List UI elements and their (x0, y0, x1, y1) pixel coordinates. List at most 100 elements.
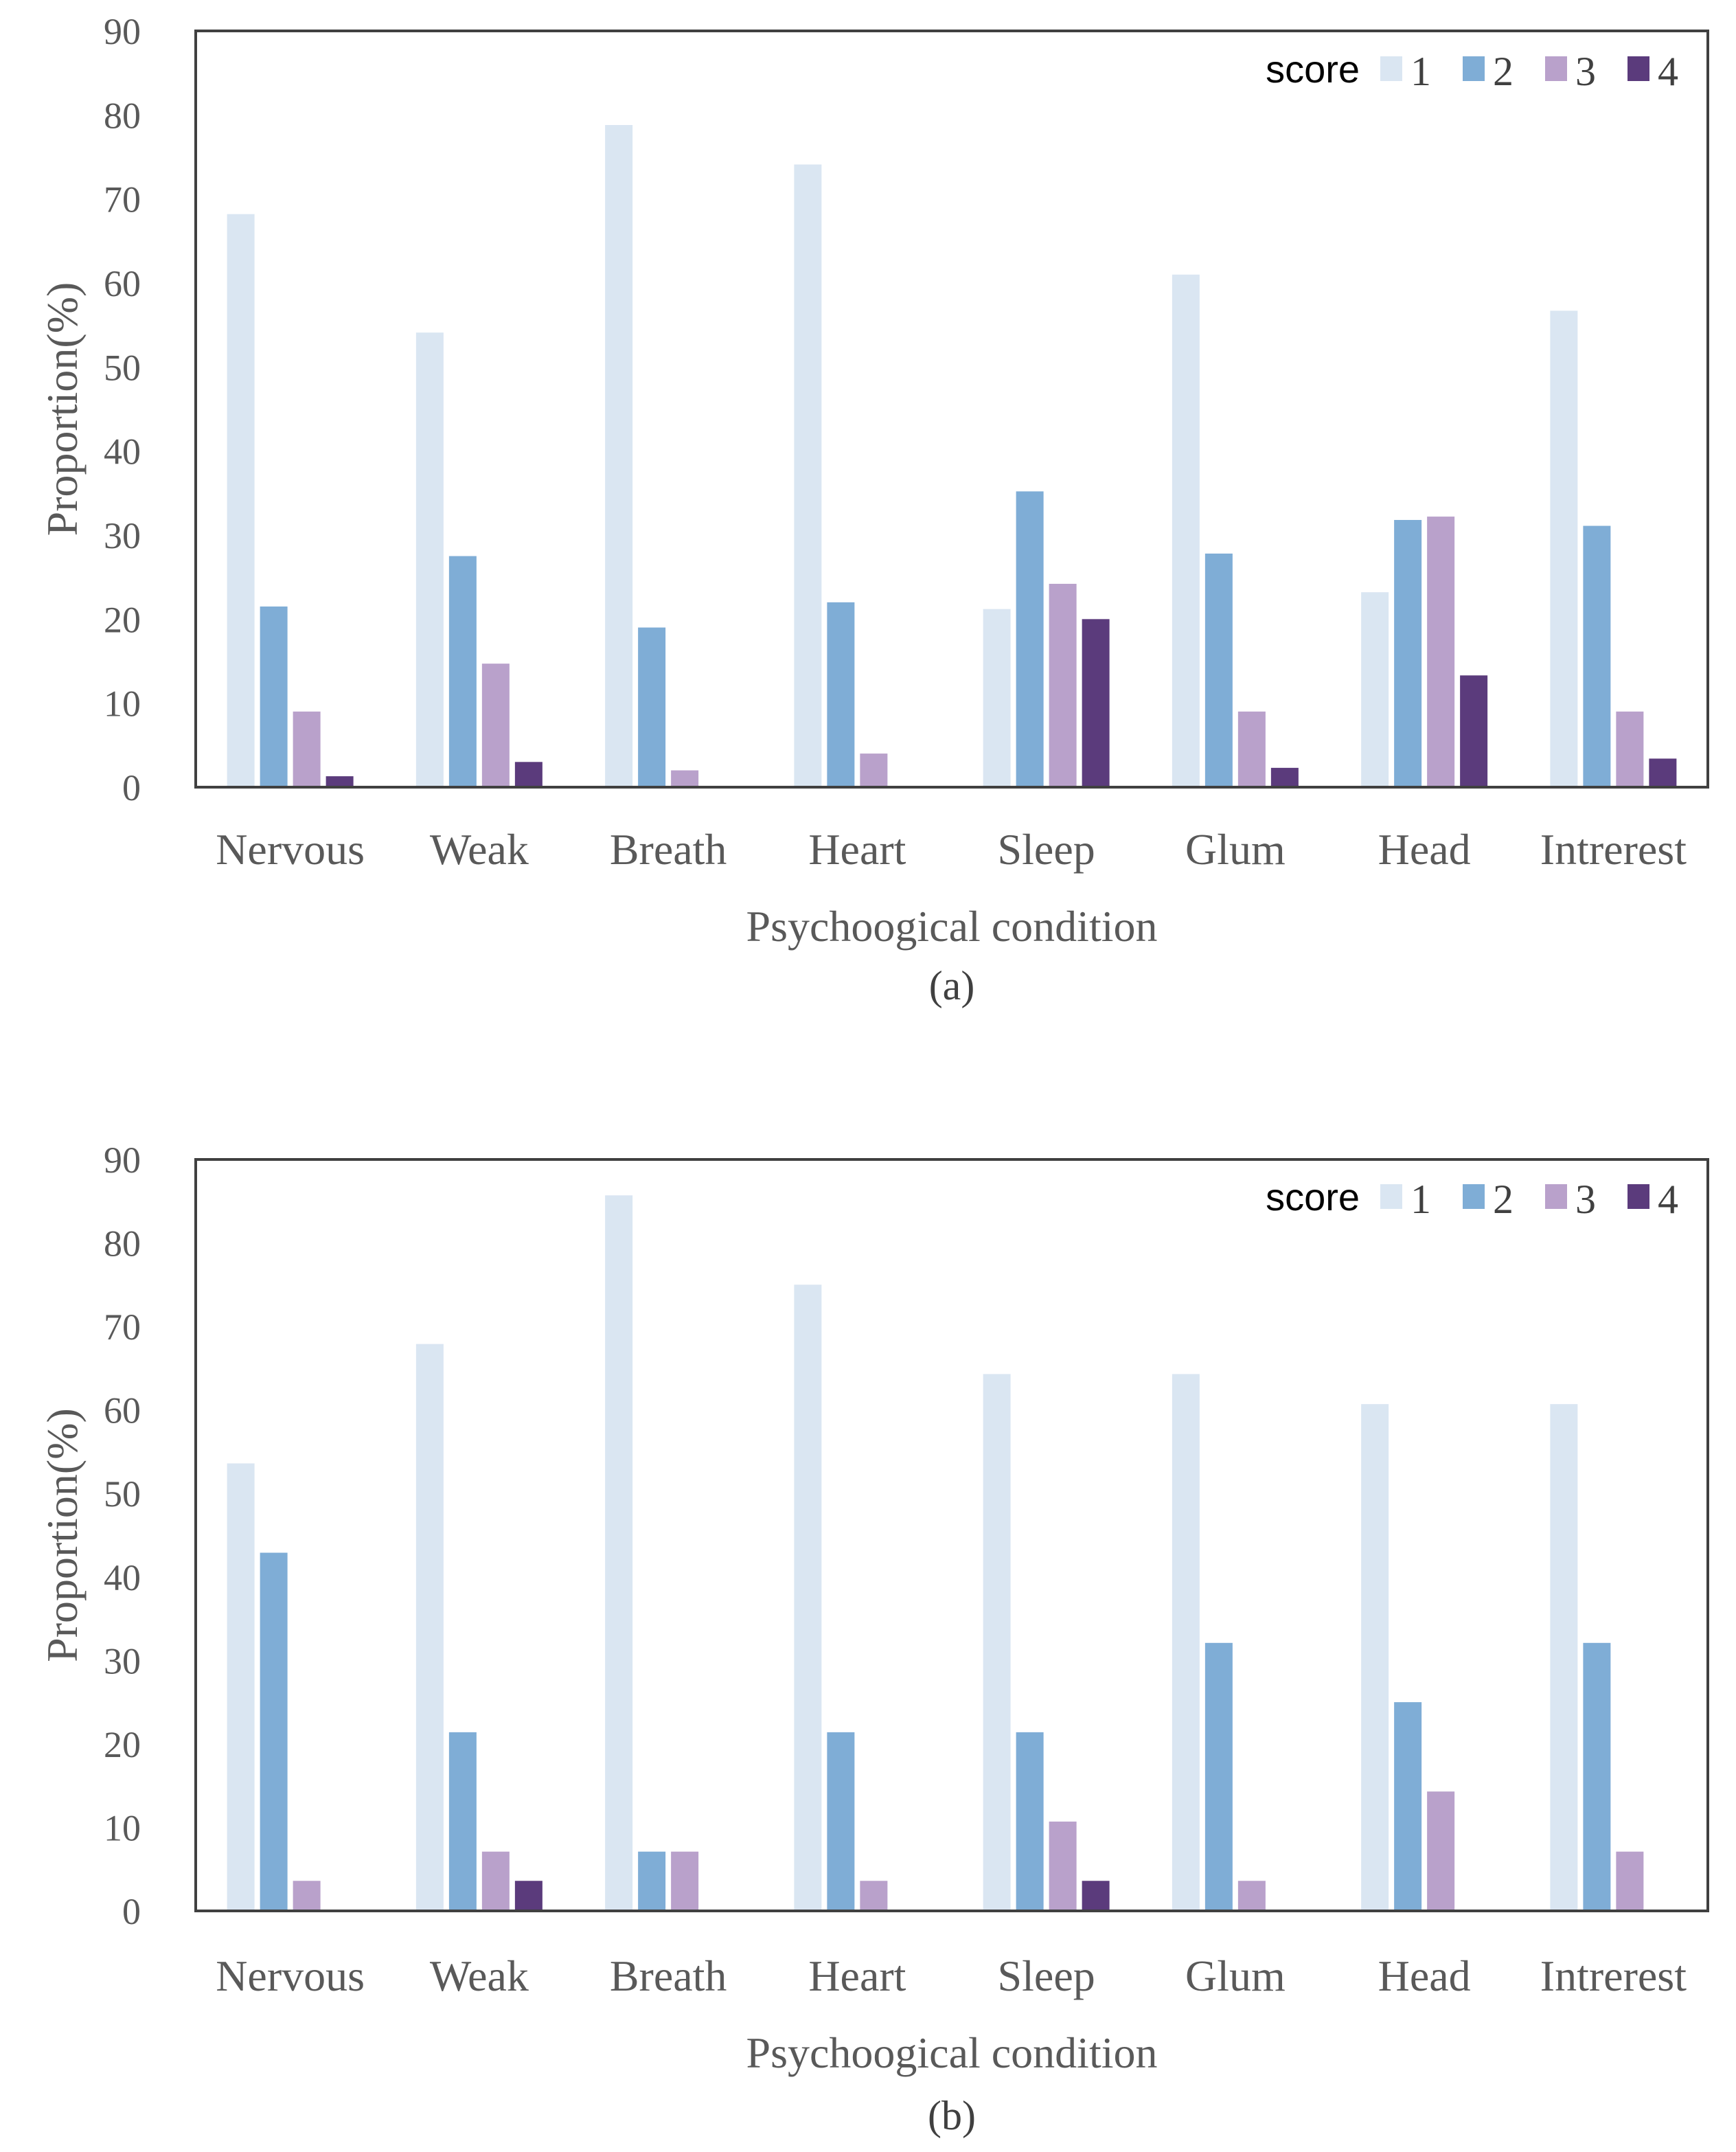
y-tick-label: 70 (104, 1306, 141, 1348)
x-category-label: Nervous (216, 1951, 365, 2000)
x-category-label: Sleep (998, 825, 1095, 874)
legend-label-score-1: 1 (1410, 1177, 1431, 1222)
y-axis-title: Proportion(%) (38, 1408, 87, 1662)
bar-sleep-score-1 (983, 1374, 1011, 1911)
bar-weak-score-2 (448, 556, 477, 787)
legend-swatch-score-1 (1380, 1184, 1402, 1209)
bar-intrerest-score-2 (1583, 525, 1611, 787)
legend-label-score-3: 3 (1575, 1177, 1596, 1222)
x-category-label: Breath (610, 825, 727, 874)
bar-glum-score-2 (1204, 553, 1233, 787)
x-axis-title: Psychoogical condition (746, 2028, 1157, 2077)
y-tick-label: 40 (104, 1557, 141, 1598)
bar-glum-score-1 (1172, 274, 1200, 787)
bar-heart-score-1 (794, 164, 822, 787)
bar-intrerest-score-3 (1616, 1851, 1644, 1911)
bar-sleep-score-1 (983, 609, 1011, 787)
chart-caption: (a) (929, 963, 975, 1008)
legend-label-score-1: 1 (1410, 49, 1431, 94)
bar-nervous-score-1 (227, 214, 255, 788)
y-tick-label: 60 (104, 263, 141, 304)
bar-head-score-4 (1460, 675, 1488, 787)
x-category-label: Intrerest (1540, 825, 1687, 874)
y-tick-label: 80 (104, 1223, 141, 1265)
legend-swatch-score-2 (1463, 56, 1485, 81)
bar-sleep-score-4 (1082, 619, 1110, 787)
legend-swatch-score-1 (1380, 56, 1402, 81)
legend-swatch-score-3 (1545, 1184, 1567, 1209)
bar-weak-score-3 (481, 664, 510, 787)
y-tick-label: 90 (104, 1140, 141, 1181)
y-tick-label: 10 (104, 1807, 141, 1848)
bar-head-score-3 (1427, 517, 1455, 787)
bar-nervous-score-2 (260, 1552, 288, 1911)
bar-nervous-score-2 (260, 606, 288, 787)
y-tick-label: 60 (104, 1390, 141, 1431)
legend-label-score-4: 4 (1658, 49, 1678, 94)
bar-breath-score-3 (671, 770, 699, 787)
x-category-label: Head (1378, 1951, 1471, 2000)
y-tick-label: 30 (104, 515, 141, 556)
bar-weak-score-1 (415, 332, 444, 788)
x-category-label: Heart (808, 825, 906, 874)
bar-glum-score-3 (1237, 711, 1266, 787)
chart-b: 0 10 20 30 40 50 60 70 80 90 Nervous Weak Breath Hea… (38, 1140, 1709, 2138)
x-category-label: Weak (430, 825, 529, 874)
bar-weak-score-4 (514, 1881, 542, 1911)
y-tick-label: 80 (104, 95, 141, 136)
x-category-label: Weak (430, 1951, 529, 2000)
y-tick-label: 90 (104, 11, 141, 52)
y-tick-label: 20 (104, 1724, 141, 1765)
legend-label-score-2: 2 (1493, 1177, 1514, 1222)
bar-heart-score-2 (827, 1732, 855, 1911)
y-tick-label: 50 (104, 1473, 141, 1515)
bar-head-score-1 (1361, 1404, 1389, 1911)
bar-sleep-score-2 (1016, 491, 1044, 787)
y-axis-title: Proportion(%) (38, 282, 87, 536)
bar-head-score-3 (1427, 1791, 1455, 1911)
bar-intrerest-score-2 (1583, 1642, 1611, 1911)
bar-breath-score-2 (638, 1851, 666, 1911)
legend-label-score-2: 2 (1493, 49, 1514, 94)
bar-glum-score-1 (1172, 1374, 1200, 1911)
bar-heart-score-3 (860, 1881, 888, 1911)
x-category-label: Nervous (216, 825, 365, 874)
bar-weak-score-1 (415, 1344, 444, 1911)
bar-nervous-score-3 (293, 1881, 321, 1911)
plot-area-frame (194, 30, 1709, 789)
y-tick-label: 0 (122, 767, 141, 808)
y-tick-label: 40 (104, 431, 141, 473)
x-category-label: Intrerest (1540, 1951, 1687, 2000)
legend-swatch-score-3 (1545, 56, 1567, 81)
bar-glum-score-2 (1204, 1642, 1233, 1911)
bar-sleep-score-2 (1016, 1732, 1044, 1911)
bar-heart-score-2 (827, 602, 855, 787)
y-tick-label: 20 (104, 599, 141, 640)
x-category-label: Sleep (998, 1951, 1095, 2000)
y-tick-label: 30 (104, 1640, 141, 1681)
bar-head-score-1 (1361, 592, 1389, 787)
bar-breath-score-2 (638, 627, 666, 787)
bar-glum-score-3 (1237, 1881, 1266, 1911)
bar-breath-score-3 (671, 1851, 699, 1911)
chart-caption: (b) (928, 2093, 976, 2138)
legend: score 1 2 3 4 (1266, 47, 1678, 94)
y-tick-label: 0 (122, 1891, 141, 1932)
legend: score 1 2 3 4 (1266, 1175, 1678, 1222)
bar-intrerest-score-4 (1649, 758, 1677, 787)
bar-intrerest-score-1 (1550, 310, 1578, 787)
y-tick-label: 50 (104, 347, 141, 388)
x-category-label: Glum (1185, 1951, 1286, 2000)
x-category-label: Head (1378, 825, 1471, 874)
bar-head-score-2 (1394, 1702, 1422, 1911)
legend-swatch-score-2 (1463, 1184, 1485, 1209)
legend-label-score-3: 3 (1575, 49, 1596, 94)
bar-weak-score-2 (448, 1732, 477, 1911)
x-category-label: Heart (808, 1951, 906, 2000)
legend-label-score-4: 4 (1658, 1177, 1678, 1222)
bar-breath-score-1 (605, 1195, 633, 1911)
bar-breath-score-1 (605, 125, 633, 788)
x-axis-title: Psychoogical condition (746, 902, 1157, 951)
bar-head-score-2 (1394, 519, 1422, 787)
bar-sleep-score-4 (1082, 1881, 1110, 1911)
